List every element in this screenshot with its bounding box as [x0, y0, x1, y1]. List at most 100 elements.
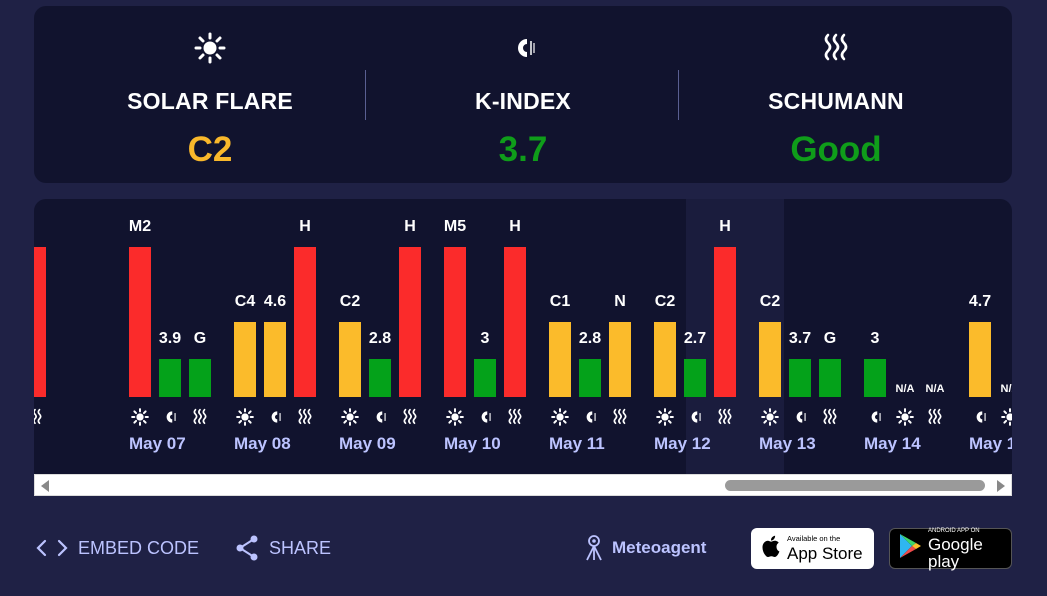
magnet-icon [791, 408, 809, 426]
flare-bar [444, 247, 466, 397]
heat-waves-icon [716, 408, 734, 426]
magnet-icon [266, 408, 284, 426]
flare-value-label: 4.7 [968, 293, 992, 310]
sun-icon [656, 408, 674, 426]
heat-waves-icon [34, 408, 44, 426]
flare-bar [654, 322, 676, 397]
apple-icon [761, 534, 781, 563]
heat-waves-icon [611, 408, 629, 426]
scroll-left-icon[interactable] [41, 480, 49, 492]
sun-icon [236, 408, 254, 426]
kindex-bar [684, 359, 706, 397]
flare-value-label: C2 [339, 293, 361, 310]
schumann-bar [819, 359, 841, 397]
flare-bar [549, 322, 571, 397]
k-index-value: 3.7 [498, 130, 548, 169]
kindex-value-label: 2.7 [683, 330, 707, 347]
sun-icon [47, 32, 373, 64]
kindex-value-label: 2.8 [578, 330, 602, 347]
embed-code-label: EMBED CODE [78, 537, 200, 558]
heat-waves-icon [926, 408, 944, 426]
schumann-value: Good [790, 130, 882, 169]
google-play-small-text: ANDROID APP ON [928, 527, 980, 534]
schumann-value-label: G [193, 330, 207, 347]
meteoagent-logo-icon [584, 534, 604, 562]
schumann-title: SCHUMANN [768, 88, 904, 114]
schumann-value-label: N [614, 293, 626, 310]
google-play-badge[interactable]: ANDROID APP ON Google play [889, 527, 1012, 571]
kindex-bar [159, 359, 181, 397]
flare-value-label: M2 [128, 218, 152, 235]
schumann-value-label: G [823, 330, 837, 347]
google-play-icon [898, 533, 922, 564]
heat-waves-icon [506, 408, 524, 426]
schumann-bar [714, 247, 736, 397]
app-store-small-text: Available on the [787, 534, 841, 544]
kindex-value-label: 3.9 [158, 330, 182, 347]
schumann-bar [294, 247, 316, 397]
sun-icon [551, 408, 569, 426]
kindex-value-label: N/A [1000, 383, 1012, 395]
schumann-value-label: H [404, 218, 416, 235]
magnet-icon [866, 408, 884, 426]
schumann-bar [504, 247, 526, 397]
heat-waves-icon [821, 408, 839, 426]
sun-icon [761, 408, 779, 426]
share-icon [235, 535, 259, 561]
flare-value-label: M5 [443, 218, 467, 235]
date-label: May 14 [864, 434, 921, 453]
kindex-value-label: 3.7 [788, 330, 812, 347]
kindex-bar [369, 359, 391, 397]
schumann-value-label: N/A [925, 383, 945, 395]
app-store-badge[interactable]: Available on the App Store [751, 528, 874, 569]
divider [365, 70, 366, 120]
sun-icon [131, 408, 149, 426]
flare-bar [969, 322, 991, 397]
heat-waves-icon [191, 408, 209, 426]
schumann-value-label: H [719, 218, 731, 235]
kindex-value-label: N/A [895, 383, 915, 395]
date-label: May 07 [129, 434, 186, 453]
solar-flare-value: C2 [187, 130, 233, 169]
embed-code-link[interactable]: EMBED CODE [36, 534, 199, 562]
flare-bar [759, 322, 781, 397]
solar-flare-title: SOLAR FLARE [127, 88, 293, 114]
share-link[interactable]: SHARE [235, 534, 331, 562]
scroll-thumb[interactable] [725, 480, 985, 491]
schumann-value-label: H [299, 218, 311, 235]
flare-value-label: C2 [654, 293, 676, 310]
schumann-bar [399, 247, 421, 397]
sun-icon [1001, 408, 1012, 426]
scroll-right-icon[interactable] [997, 480, 1005, 492]
schumann-value-label: H [509, 218, 521, 235]
heat-waves-icon [673, 32, 999, 64]
google-play-big-text: Google play [928, 534, 983, 571]
date-label: May 11 [549, 434, 605, 453]
date-label: May 09 [339, 434, 396, 453]
kindex-bar [474, 359, 496, 397]
app-store-big-text: App Store [787, 543, 863, 563]
summary-card: SOLAR FLARE C2 K-INDEX 3.7 SCHUMANN Good [34, 6, 1012, 183]
magnet-icon [476, 408, 494, 426]
magnet-icon [581, 408, 599, 426]
sun-icon [446, 408, 464, 426]
date-label: May 10 [444, 434, 501, 453]
schumann-bar [609, 322, 631, 397]
horizontal-scrollbar[interactable] [34, 474, 1012, 496]
divider [678, 70, 679, 120]
kindex-bar [579, 359, 601, 397]
flare-value-label: C4 [234, 293, 256, 310]
heat-waves-icon [401, 408, 419, 426]
date-label: May 12 [654, 434, 711, 453]
flare-bar [34, 247, 46, 397]
kindex-bar [264, 322, 286, 397]
flare-value-label: 3 [870, 330, 880, 347]
magnet-icon [360, 32, 686, 64]
daily-chart: M2 3.9 G May 07 C4 4.6 H May 08 C2 2.8 H May 09 M5 3 H… [34, 199, 1012, 474]
magnet-icon [161, 408, 179, 426]
kindex-bar [789, 359, 811, 397]
schumann-bar [189, 359, 211, 397]
meteoagent-link[interactable]: Meteoagent [584, 534, 706, 562]
date-label: May 13 [759, 434, 816, 453]
kindex-value-label: 4.6 [263, 293, 287, 310]
